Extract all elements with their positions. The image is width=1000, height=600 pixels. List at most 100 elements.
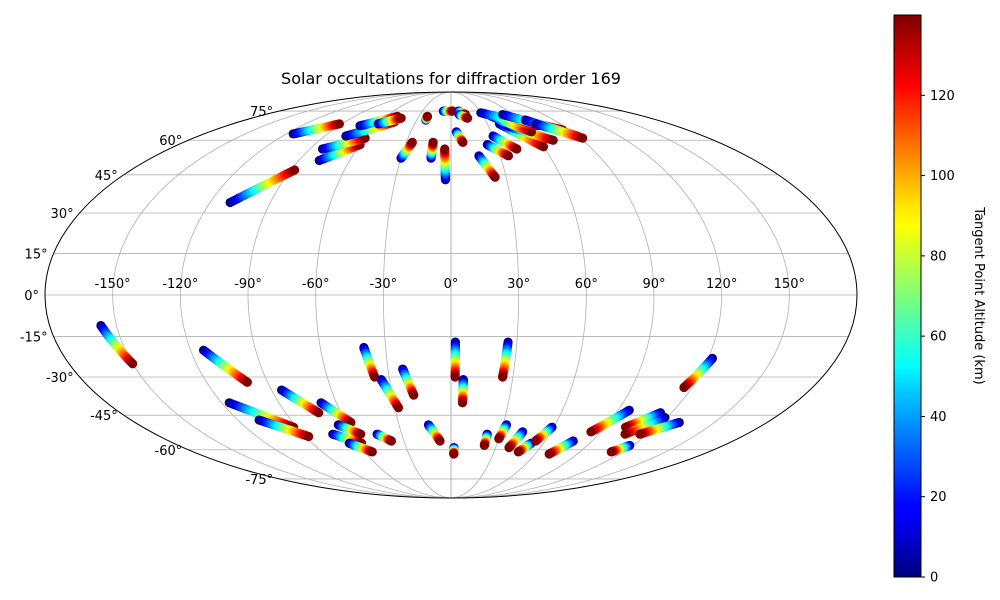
track-point [422, 111, 433, 121]
occultation-track [497, 337, 513, 382]
longitude-tick-label: 0° [444, 277, 459, 292]
occultation-track [440, 144, 451, 185]
longitude-tick-label: -150° [95, 277, 131, 292]
track-point [367, 447, 377, 457]
occultation-track [225, 165, 300, 208]
track-point [531, 436, 541, 446]
occultation-track [482, 139, 514, 161]
occultation-track [488, 131, 522, 154]
colorbar-tick-label: 80 [930, 249, 947, 264]
latitude-tick-label: 30° [51, 207, 74, 222]
occultation-track [451, 127, 468, 147]
occultation-track [635, 417, 684, 439]
longitude-tick-label: -90° [234, 277, 262, 292]
longitude-gridline [247, 92, 452, 498]
latitude-tick-label: 15° [25, 247, 48, 262]
track-point [449, 449, 459, 459]
track-point [356, 429, 366, 439]
occultation-tracks [96, 106, 718, 459]
occultation-track [376, 375, 404, 413]
occultation-track [373, 113, 406, 129]
colorbar-tick-label: 120 [930, 89, 955, 104]
occultation-track [454, 109, 473, 123]
occultation-track [254, 415, 314, 442]
latitude-tick-label: 75° [250, 105, 273, 120]
occultation-track [316, 398, 356, 428]
track-point [457, 398, 468, 408]
track-point [463, 113, 473, 123]
longitude-gridline [112, 92, 452, 498]
occultation-track [457, 375, 468, 408]
track-point [494, 434, 504, 444]
latitude-tick-label: -45° [90, 409, 118, 424]
longitude-tick-label: 120° [706, 277, 737, 292]
latitude-tick-label: 0° [24, 289, 39, 304]
track-point [679, 382, 689, 393]
latitude-tick-label: -30° [46, 371, 74, 386]
colorbar-tick-label: 40 [930, 410, 947, 425]
colorbar-tick-label: 20 [930, 490, 947, 505]
colorbar: 0 20 40 60 80 100 120 Tangent Point Altitude (… [893, 14, 986, 586]
occultation-track [531, 119, 588, 143]
occultation-track [679, 353, 718, 393]
longitude-gridline [179, 92, 452, 498]
latitude-labels: -75° -60° -45° -30° -15° 0° 15° 30° 45° 60° 75° [20, 105, 273, 488]
track-point [513, 447, 523, 457]
occultation-track [96, 320, 138, 369]
occultation-track [276, 385, 324, 418]
longitude-tick-label: 60° [575, 277, 598, 292]
track-point [544, 449, 554, 459]
track-point [526, 127, 537, 137]
track-point [503, 151, 514, 161]
longitude-gridline [382, 92, 452, 498]
occultation-track [344, 438, 377, 457]
track-point [334, 119, 345, 129]
occultation-track [450, 337, 460, 382]
track-point [497, 372, 508, 382]
occultation-track [606, 440, 635, 457]
track-point [458, 137, 468, 147]
latitude-tick-label: -15° [20, 331, 48, 346]
track-point [407, 137, 417, 147]
chart-title: Solar occultations for diffraction order… [281, 69, 621, 88]
track-point [304, 431, 314, 442]
track-point [620, 429, 630, 439]
map-boundary [44, 91, 858, 499]
colorbar-gradient [893, 14, 922, 578]
latitude-tick-label: 60° [159, 134, 182, 149]
track-point [490, 172, 500, 182]
occultation-track [449, 443, 459, 459]
occultation-track [494, 420, 512, 444]
latitude-tick-label: -75° [245, 473, 273, 488]
occultation-track [504, 427, 528, 453]
track-point [386, 436, 397, 446]
track-point [435, 436, 445, 446]
track-point [428, 137, 438, 147]
track-point [504, 443, 514, 453]
track-point [512, 144, 522, 154]
track-point [548, 135, 558, 145]
track-point [314, 408, 324, 418]
occultation-track [396, 137, 417, 163]
occultation-track [479, 429, 492, 451]
occultation-track [398, 364, 419, 400]
track-point [440, 144, 450, 154]
occultation-track [438, 106, 458, 116]
colorbar-tick-label: 60 [930, 330, 947, 345]
track-point [538, 142, 549, 152]
colorbar-label: Tangent Point Altitude (km) [971, 206, 986, 384]
track-point [242, 377, 252, 387]
latitude-tick-label: 45° [95, 169, 118, 184]
longitude-tick-label: -30° [369, 277, 397, 292]
occultation-track [426, 137, 438, 163]
track-point [586, 427, 596, 437]
graticule [45, 92, 857, 498]
occultation-track [423, 420, 445, 446]
longitude-tick-label: -120° [162, 277, 198, 292]
latitude-tick-label: -60° [155, 444, 183, 459]
occultation-track [288, 119, 345, 139]
colorbar-tick-label: 0 [930, 571, 938, 586]
occultation-track [359, 342, 380, 382]
longitude-gridline [450, 92, 790, 498]
